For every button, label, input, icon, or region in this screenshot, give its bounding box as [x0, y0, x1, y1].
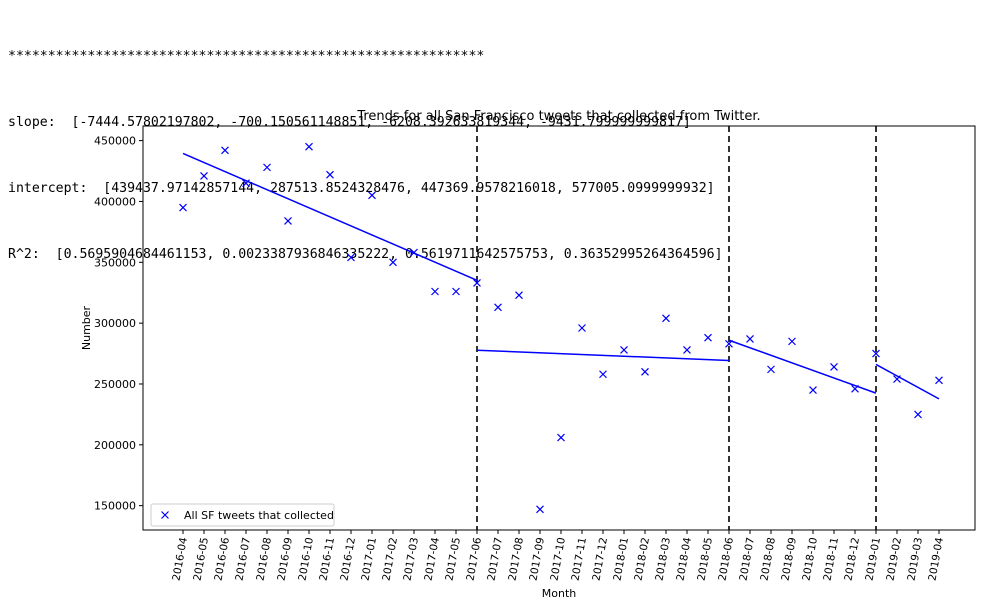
x-tick-label: 2019-04 [927, 536, 946, 582]
x-tick-label: 2016-05 [192, 536, 211, 581]
data-point [746, 335, 754, 343]
data-point [809, 386, 817, 394]
data-point [914, 410, 922, 419]
trend-line [182, 152, 478, 281]
data-point [599, 370, 607, 379]
data-point [242, 179, 250, 188]
x-tick-label: 2016-08 [255, 536, 274, 581]
x-tick-label: 2017-02 [381, 536, 400, 581]
data-point [221, 146, 229, 155]
data-point [830, 363, 838, 371]
x-tick-label: 2019-02 [885, 536, 904, 581]
data-point [935, 376, 943, 385]
x-tick-label: 2018-02 [633, 536, 652, 581]
data-point [284, 216, 292, 225]
data-point [326, 170, 334, 179]
data-point [431, 287, 439, 296]
x-tick-label: 2018-01 [612, 536, 631, 581]
data-point [473, 279, 481, 287]
data-point [683, 345, 691, 354]
console-output: ****************************************… [8, 2, 723, 288]
data-point [347, 253, 355, 262]
x-tick-label: 2018-05 [696, 536, 715, 581]
data-point [620, 345, 628, 354]
x-tick-label: 2017-09 [528, 536, 547, 581]
r2-line: R^2: [0.5695904684461153, 0.002338793684… [8, 247, 723, 262]
stars-separator: ****************************************… [8, 49, 485, 64]
x-tick-label: 2017-11 [570, 536, 589, 581]
x-tick-label: 2017-10 [549, 536, 568, 581]
x-tick-label: 2017-07 [486, 536, 505, 581]
data-point [662, 314, 670, 323]
y-axis-label: Number [80, 305, 93, 350]
x-tick-label: 2018-06 [717, 536, 736, 582]
x-tick-label: 2017-03 [402, 536, 421, 581]
x-tick-label: 2018-07 [738, 536, 757, 581]
x-tick-label: 2016-10 [297, 536, 316, 581]
data-point [179, 203, 187, 212]
data-point [872, 349, 880, 358]
chart-title: Trends for all San Francisco tweets that… [356, 109, 760, 124]
plot-area: 150000 200000 250000 300000 350000 400000 4500… [94, 125, 976, 582]
data-point [557, 433, 565, 442]
x-tick-label: 2017-06 [465, 536, 484, 582]
x-tick-label: 2017-04 [423, 536, 442, 582]
x-tick-label: 2018-04 [675, 536, 694, 582]
data-point [641, 367, 649, 376]
data-point [725, 339, 733, 348]
data-point [305, 142, 313, 151]
data-point [767, 365, 775, 374]
x-tick-label: 2018-08 [759, 536, 778, 581]
plot-frame [142, 125, 976, 531]
x-axis-label: Month [542, 587, 577, 600]
data-point [536, 505, 544, 514]
data-point [368, 191, 376, 200]
x-tick-label: 2016-12 [339, 536, 358, 581]
trend-line [875, 363, 940, 400]
x-tick-label: 2016-06 [213, 536, 232, 582]
data-point [389, 258, 397, 267]
x-tick-label: 2017-08 [507, 536, 526, 581]
data-point [893, 375, 901, 384]
data-point [263, 163, 271, 172]
legend-marker-icon [161, 511, 169, 519]
x-tick-label: 2017-12 [591, 536, 610, 581]
x-tick-label: 2018-03 [654, 536, 673, 581]
legend-box [150, 503, 335, 527]
data-point [410, 248, 418, 257]
data-point [788, 337, 796, 346]
x-tick-label: 2018-10 [801, 536, 820, 581]
x-tick-label: 2019-01 [864, 536, 883, 581]
y-tick-label: 300000 [94, 317, 136, 330]
y-tick-label: 200000 [94, 439, 136, 452]
data-point [851, 384, 859, 393]
x-tick-label: 2016-09 [276, 536, 295, 581]
y-tick-label: 450000 [94, 135, 136, 148]
x-tick-label: 2019-03 [906, 536, 925, 581]
data-point [578, 324, 586, 332]
trend-line [476, 349, 730, 362]
x-tick-label: 2018-12 [843, 536, 862, 581]
data-point [200, 171, 208, 180]
y-tick-label: 250000 [94, 378, 136, 391]
x-tick-label: 2017-01 [360, 536, 379, 581]
data-point [704, 333, 712, 342]
x-tick-label: 2017-05 [444, 536, 463, 581]
legend-label: All SF tweets that collected [184, 509, 334, 522]
data-point [494, 303, 502, 312]
x-tick-label: 2016-07 [234, 536, 253, 581]
x-tick-label: 2018-11 [822, 536, 841, 581]
x-tick-label: 2016-04 [171, 536, 190, 582]
data-point [452, 287, 460, 296]
x-tick-label: 2018-09 [780, 536, 799, 581]
x-tick-label: 2016-11 [318, 536, 337, 581]
data-point [515, 291, 523, 300]
y-tick-label: 350000 [94, 256, 136, 269]
trend-line [728, 339, 877, 394]
y-tick-label: 150000 [94, 500, 136, 513]
y-tick-label: 400000 [94, 195, 136, 208]
